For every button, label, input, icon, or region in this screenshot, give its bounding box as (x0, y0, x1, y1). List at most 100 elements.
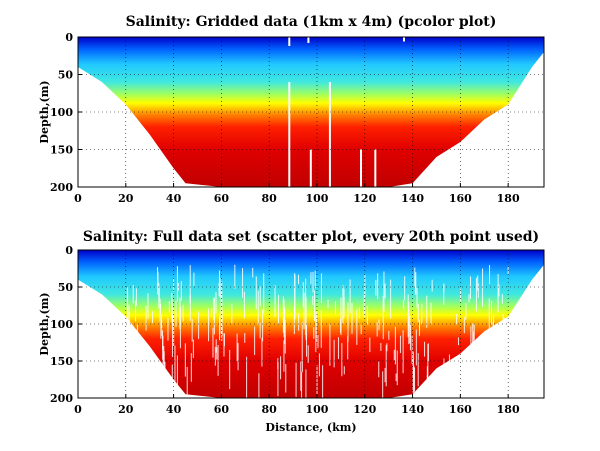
scatter-gap (231, 303, 233, 324)
scatter-gap (135, 288, 137, 306)
scatter-gap (161, 319, 163, 329)
scatter-gap (174, 345, 176, 385)
y-axis: 0 50 100 150 200 (50, 31, 82, 194)
x-tick-label: 20 (118, 192, 134, 205)
scatter-gap (132, 352, 134, 376)
x-tick-label: 40 (166, 192, 182, 205)
scatter-gap (402, 330, 404, 374)
gap-strip (307, 37, 310, 43)
scatter-gap (463, 317, 465, 334)
x-tick-label: 160 (449, 403, 472, 416)
scatter-gap (220, 291, 222, 334)
x-tick-label: 180 (497, 403, 520, 416)
scatter-gap (282, 296, 284, 333)
scatter-gap (229, 349, 231, 390)
gap-strip (403, 37, 406, 42)
scatter-gap (407, 294, 409, 338)
chart-panel-gridded: Salinity: Gridded data (1km x 4m) (pcolo… (38, 14, 545, 205)
scatter-gap (198, 311, 200, 340)
scatter-gap (242, 268, 244, 298)
scatter-gap (252, 267, 254, 278)
gap-strip (359, 149, 362, 187)
scatter-gap (190, 353, 192, 382)
scatter-gap (376, 322, 378, 337)
scatter-gap (342, 285, 344, 324)
scatter-gap (147, 293, 149, 320)
y-tick-label: 100 (50, 318, 73, 331)
scatter-gap (159, 303, 161, 315)
scatter-gap (277, 294, 279, 325)
grid-lines (78, 250, 544, 398)
scatter-gap (158, 288, 160, 301)
scatter-gap (340, 297, 342, 335)
scatter-gap (386, 343, 388, 352)
scatter-gap (366, 305, 368, 325)
gap-strip (288, 82, 291, 187)
scatter-gap (459, 288, 461, 302)
scatter-gap (255, 276, 257, 310)
x-tick-label: 180 (497, 192, 520, 205)
scatter-gap (191, 319, 193, 342)
scatter-gap (351, 303, 353, 334)
scatter-gap (131, 352, 133, 361)
scatter-gap (125, 318, 127, 344)
scatter-gap (506, 358, 508, 395)
scatter-gap (263, 273, 265, 314)
scatter-gap (501, 294, 503, 304)
scatter-gap (503, 317, 505, 362)
scatter-gap (383, 271, 385, 312)
scatter-gap (176, 266, 178, 302)
scatter-gap (315, 313, 317, 342)
scatter-gap (469, 276, 471, 299)
scatter-gap (160, 322, 162, 339)
scatter-gap (152, 311, 154, 323)
chart-title: Salinity: Gridded data (1km x 4m) (pcolo… (126, 14, 497, 30)
y-tick-label: 100 (50, 106, 73, 119)
scatter-gap (443, 284, 445, 305)
scatter-gap (426, 295, 428, 328)
scatter-gap (305, 369, 307, 398)
scatter-gap (313, 327, 315, 339)
chart-title: Salinity: Full data set (scatter plot, e… (83, 229, 539, 245)
scatter-gap (424, 341, 426, 357)
scatter-gap (189, 265, 191, 304)
scatter-gap (394, 326, 396, 365)
scatter-gap (408, 302, 410, 345)
scatter-gap (314, 270, 316, 289)
scatter-gap (404, 276, 406, 301)
scatter-gap (192, 339, 194, 358)
scatter-gap (504, 337, 506, 352)
scatter-gap (414, 267, 416, 288)
y-axis-label: Depth,(m) (38, 292, 51, 355)
scatter-gap (136, 324, 138, 343)
scatter-gap (413, 365, 415, 398)
scatter-gap (495, 363, 497, 380)
scatter-gap (129, 348, 131, 373)
scatter-gap (473, 323, 475, 341)
scatter-gap (481, 335, 483, 379)
scatter-gap (431, 279, 433, 292)
scatter-gap (313, 290, 315, 321)
scatter-gap (132, 285, 134, 304)
scatter-gap (171, 299, 173, 323)
x-tick-label: 60 (214, 403, 230, 416)
scatter-gap (312, 271, 314, 293)
scatter-gap (301, 360, 303, 373)
scatter-gap (385, 344, 387, 387)
scatter-gap (378, 319, 380, 331)
scatter-gap (488, 298, 490, 339)
scatter-gap (390, 279, 392, 319)
scatter-gap (320, 273, 322, 304)
y-tick-label: 50 (58, 281, 74, 294)
scatter-gap (167, 317, 169, 341)
scatter-gap (127, 333, 129, 345)
scatter-gap (237, 342, 239, 371)
scatter-gap (472, 323, 474, 347)
scatter-gap (211, 308, 213, 317)
scatter-gap (316, 365, 318, 398)
x-tick-label: 60 (214, 192, 230, 205)
scatter-gap (283, 299, 285, 338)
scatter-gap (180, 281, 182, 301)
scatter-gap (414, 275, 416, 295)
grid-lines (78, 37, 544, 187)
